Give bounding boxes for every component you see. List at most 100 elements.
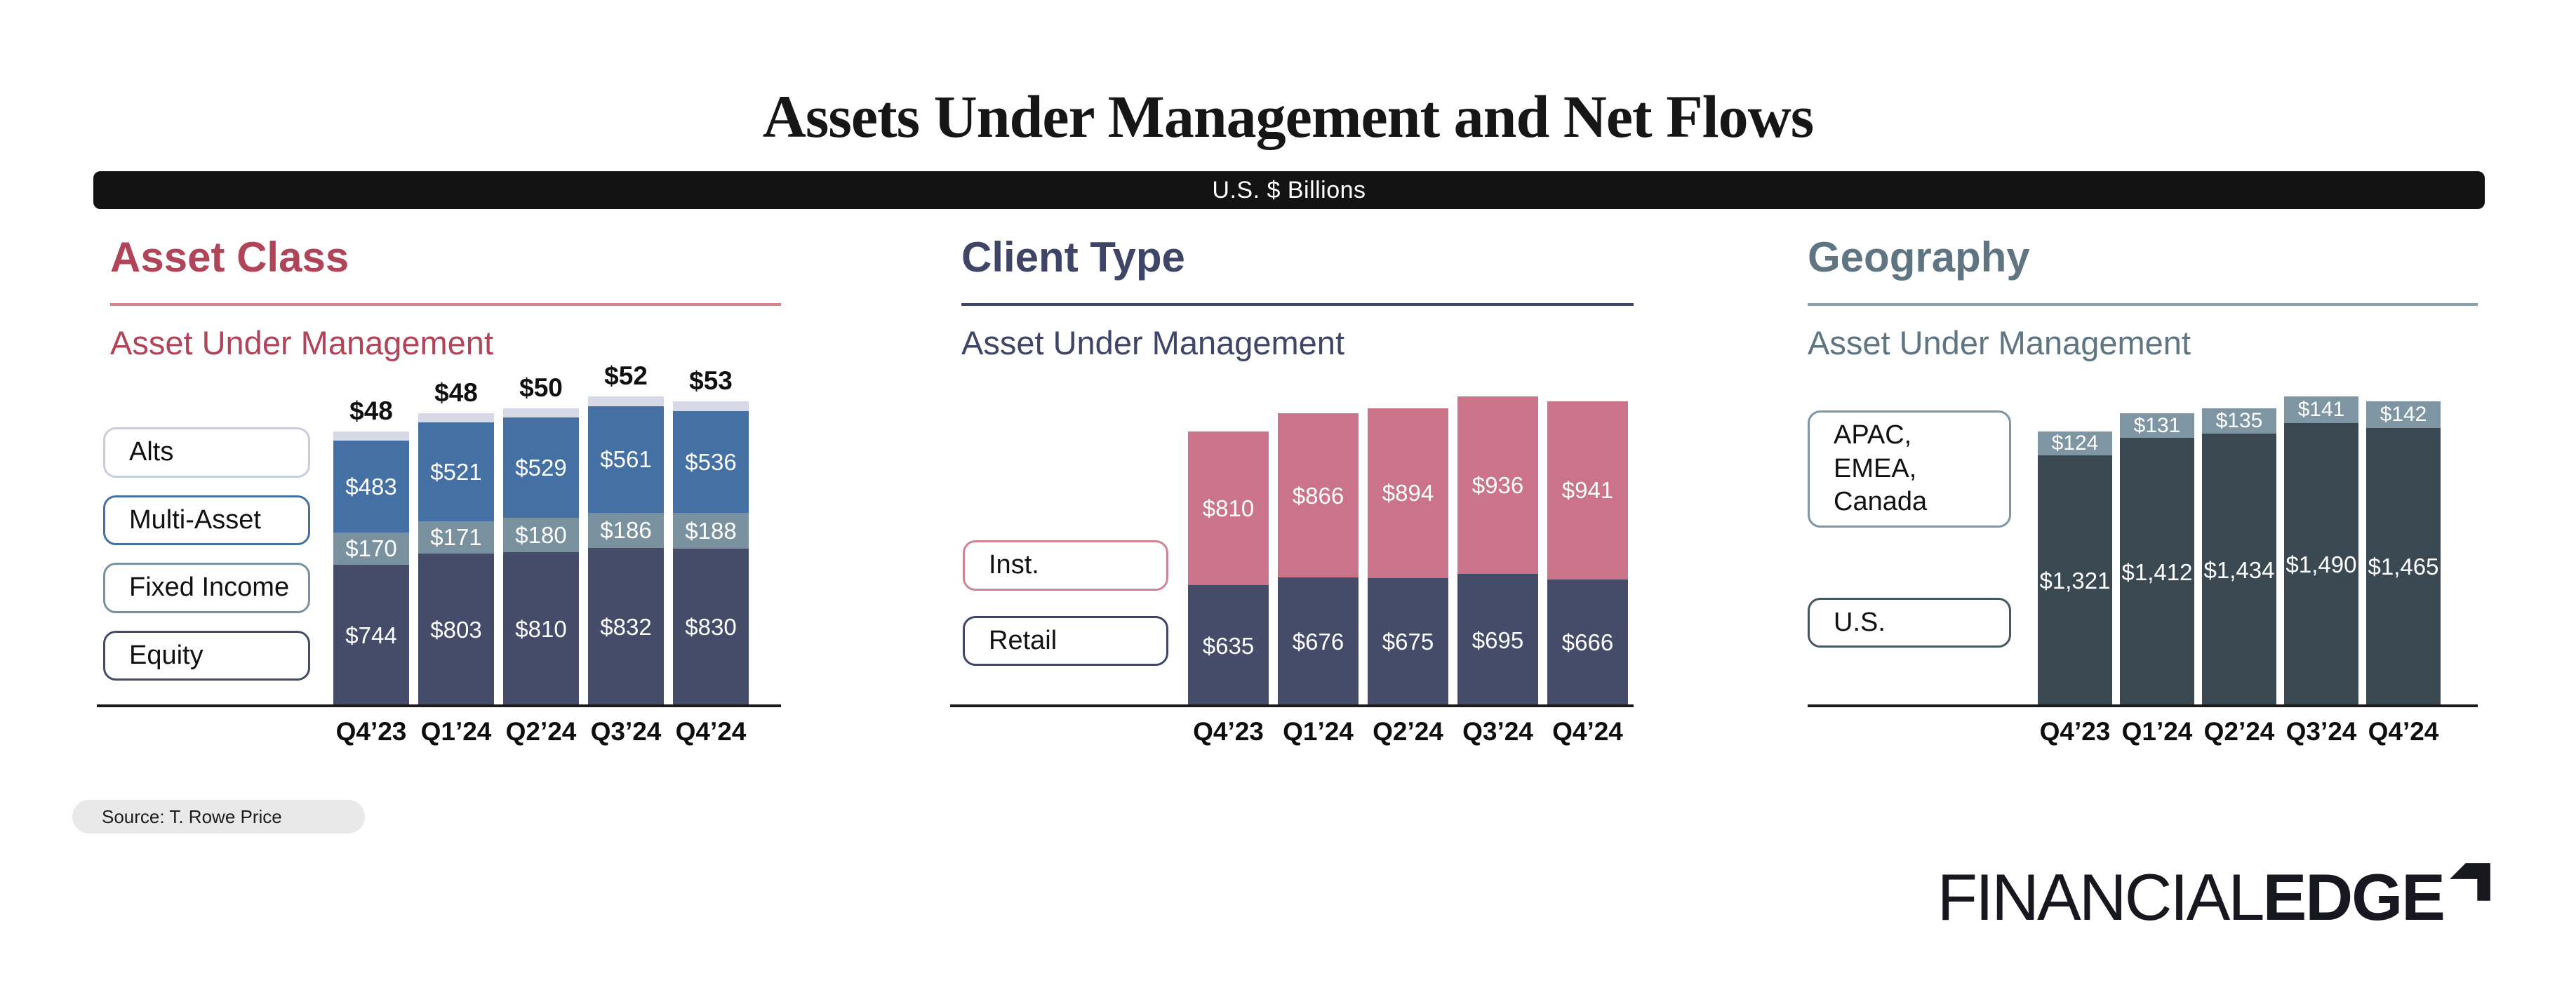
bar-value-label-alts: $50 [519, 373, 563, 402]
bar-stack-q4-23: $1,321 $124 [2038, 431, 2112, 706]
legend-pill-label: Retail [989, 625, 1057, 655]
bar-q1-24: $676 $866 Q1’24 [1278, 232, 1359, 746]
bar-segment-alts [503, 408, 579, 418]
legend-pill-label: Equity [129, 640, 203, 670]
x-axis-label-q4-23: Q4’23 [335, 717, 407, 746]
bar-segment-multi-asset: $561 [588, 406, 664, 513]
bar-stack-q2-24: $675 $894 [1368, 408, 1448, 706]
x-axis-label-q1-24: Q1’24 [420, 717, 492, 746]
chart-asset-class: $744 $170 $483 $48 Q4’23 $803 $171 $521 $48 Q1’24… [333, 232, 749, 746]
bar-segment-u-s: $1,490 [2284, 423, 2358, 706]
bar-segment-equity: $744 [333, 564, 409, 706]
x-axis-label-q4-23: Q4’23 [1193, 717, 1264, 746]
bar-segment-alts [333, 431, 409, 441]
page-title: Assets Under Management and Net Flows [762, 82, 1814, 150]
panel-rule-asset-class [110, 303, 781, 306]
panel-asset-class: Asset Class Asset Under Management Alts M… [97, 232, 781, 786]
x-axis-label-q2-24: Q2’24 [505, 717, 577, 746]
x-axis-label-q4-23: Q4’23 [2039, 717, 2111, 746]
bar-segment-u-s: $1,321 [2038, 455, 2112, 706]
bar-stack-q1-24: $1,412 $131 [2120, 413, 2194, 706]
bar-segment-fixed-income: $170 [333, 532, 409, 565]
bar-stack-q4-24: $666 $941 [1547, 401, 1628, 706]
legend-pill-label: Inst. [989, 550, 1039, 580]
bar-segment-multi-asset: $521 [418, 422, 494, 521]
bar-segment-inst: $941 [1547, 401, 1628, 580]
legend-pill-label: Alts [129, 437, 174, 467]
panel-subtitle-geography: Asset Under Management [1808, 324, 2191, 361]
bar-q2-24: $810 $180 $529 $50 Q2’24 [503, 232, 579, 746]
chart-client-type: $635 $810 Q4’23 $676 $866 Q1’24 $675 $894 Q2’24 $… [1188, 232, 1634, 746]
corner-arrow-icon [2450, 863, 2490, 901]
bar-value-label-alts: $48 [349, 396, 393, 426]
panel-rule-client-type [961, 303, 1634, 306]
source-attribution: Source: T. Rowe Price [72, 800, 365, 834]
legend-pill-label: U.S. [1834, 607, 1886, 637]
bar-q2-24: $675 $894 Q2’24 [1368, 232, 1448, 746]
panel-title-geography: Geography [1808, 234, 2030, 281]
bar-segment-retail: $635 [1188, 585, 1269, 706]
bar-segment-fixed-income: $171 [418, 521, 494, 554]
bar-value-label-alts: $48 [434, 377, 478, 407]
bar-segment-multi-asset: $536 [673, 410, 749, 513]
panel-client-type: Client Type Asset Under Management Inst.… [950, 232, 1634, 786]
bar-stack-q2-24: $1,434 $135 [2202, 408, 2276, 706]
bar-stack-q4-24: $830 $188 $536 $53 [673, 368, 749, 706]
bar-segment-u-s: $1,434 [2202, 434, 2276, 706]
bar-stack-q3-24: $1,490 $141 [2284, 396, 2358, 706]
panel-subtitle-asset-class: Asset Under Management [110, 324, 494, 361]
bar-q4-23: $1,321 $124 Q4’23 [2038, 232, 2112, 746]
bar-segment-apac-emea-canada: $135 [2202, 408, 2276, 434]
bar-q4-23: $635 $810 Q4’23 [1188, 232, 1269, 746]
legend-pill-label: Canada [1834, 487, 1928, 516]
bar-segment-retail: $666 [1547, 579, 1628, 706]
panel-subtitle-client-type: Asset Under Management [961, 324, 1345, 361]
legend-client-type: Inst. Retail [963, 540, 1168, 666]
x-axis-label-q1-24: Q1’24 [2121, 717, 2193, 746]
bar-stack-q1-24: $803 $171 $521 $48 [418, 380, 494, 706]
logo-edge-text: EDGE [2262, 860, 2445, 934]
bar-segment-retail: $676 [1278, 577, 1359, 706]
panel-title-asset-class: Asset Class [110, 234, 349, 281]
bar-segment-fixed-income: $180 [503, 518, 579, 552]
bar-segment-equity: $830 [673, 548, 749, 706]
bar-stack-q3-24: $832 $186 $561 $52 [588, 363, 664, 706]
bar-value-label-alts: $52 [604, 361, 648, 390]
bar-q4-24: $666 $941 Q4’24 [1547, 232, 1628, 746]
legend-geography: APAC, EMEA, Canada U.S. [1808, 410, 2011, 648]
panel-rule-geography [1808, 303, 2478, 306]
bar-segment-u-s: $1,465 [2366, 427, 2441, 706]
bar-segment-apac-emea-canada: $124 [2038, 431, 2112, 455]
bar-q3-24: $832 $186 $561 $52 Q3’24 [588, 232, 664, 746]
legend-pill-retail: Retail [963, 615, 1168, 666]
bar-stack-q4-24: $1,465 $142 [2366, 401, 2441, 706]
bar-segment-inst: $866 [1278, 413, 1359, 578]
x-axis-label-q2-24: Q2’24 [1373, 717, 1443, 746]
bar-q1-24: $803 $171 $521 $48 Q1’24 [418, 232, 494, 746]
units-banner-label: U.S. $ Billions [1212, 176, 1366, 203]
x-axis-line-geography [1808, 704, 2478, 707]
bar-segment-equity: $832 [588, 548, 664, 706]
x-axis-label-q4-24: Q4’24 [1552, 717, 1623, 746]
bar-segment-alts [673, 401, 749, 411]
x-axis-label-q3-24: Q3’24 [2285, 717, 2357, 746]
source-attribution-label: Source: T. Rowe Price [102, 805, 282, 827]
x-axis-label-q3-24: Q3’24 [590, 717, 662, 746]
bar-stack-q4-23: $744 $170 $483 $48 [333, 398, 409, 706]
bar-segment-fixed-income: $186 [588, 512, 664, 549]
bar-segment-equity: $810 [503, 552, 579, 706]
bar-segment-apac-emea-canada: $142 [2366, 401, 2441, 428]
bar-q1-24: $1,412 $131 Q1’24 [2120, 232, 2194, 746]
bar-segment-u-s: $1,412 [2120, 438, 2194, 706]
panel-geography: Geography Asset Under Management APAC, E… [1808, 232, 2478, 786]
bar-segment-alts [418, 413, 494, 422]
legend-pill-label: Multi-Asset [129, 504, 261, 535]
legend-pill-alts: Alts [103, 427, 310, 478]
bar-segment-apac-emea-canada: $131 [2120, 413, 2194, 439]
logo-financial-text: FINANCIAL [1937, 860, 2265, 934]
bar-q4-23: $744 $170 $483 $48 Q4’23 [333, 232, 409, 746]
bar-segment-fixed-income: $188 [673, 512, 749, 549]
x-axis-label-q4-24: Q4’24 [675, 717, 747, 746]
financial-edge-logo: FINANCIAL EDGE [1937, 860, 2493, 934]
